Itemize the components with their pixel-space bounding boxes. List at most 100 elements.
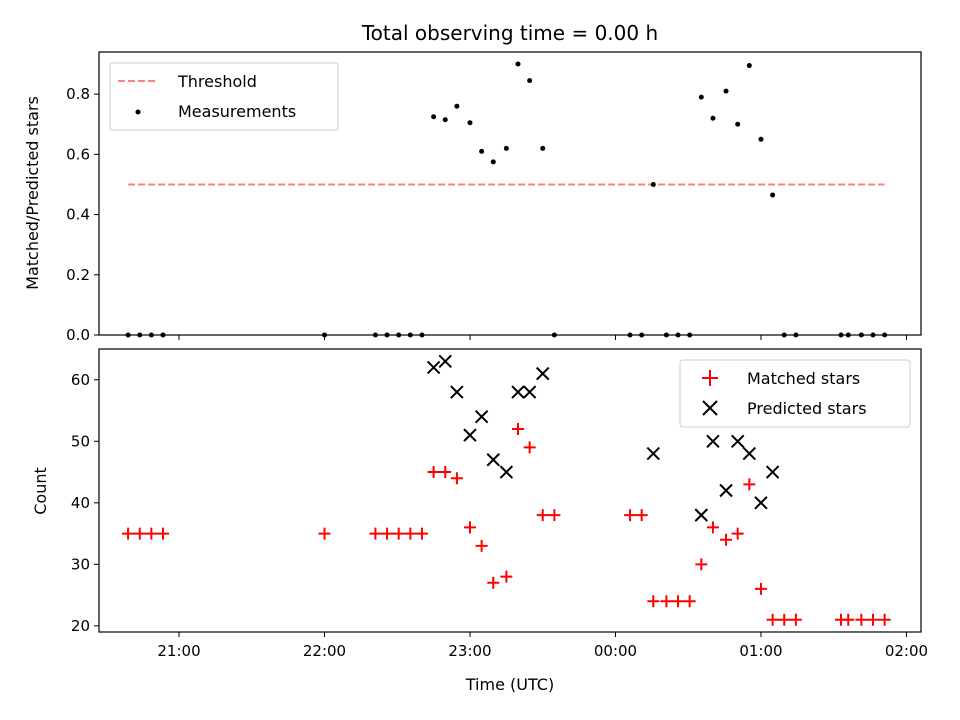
matched-star-point — [548, 509, 561, 522]
matched-star-point — [754, 582, 767, 595]
x-axis-label: Time (UTC) — [465, 675, 554, 694]
predicted-star-point — [742, 446, 757, 461]
measurement-point — [137, 332, 143, 338]
matched-star-point — [672, 595, 685, 608]
measurement-point — [515, 61, 521, 67]
bottom-ytick-label: 60 — [71, 371, 90, 389]
measurement-point — [490, 159, 496, 165]
bottom-ytick-label: 40 — [71, 494, 90, 512]
measurement-point — [503, 145, 509, 151]
top-ytick-label: 0.8 — [66, 85, 90, 103]
predicted-star-point — [474, 409, 489, 424]
legend-measurements-label: Measurements — [178, 102, 296, 121]
measurement-point — [551, 332, 557, 338]
matched-star-point — [145, 527, 158, 540]
matched-star-point — [695, 558, 708, 571]
predicted-star-point — [536, 366, 550, 381]
predicted-star-point — [646, 446, 661, 461]
legend-threshold-label: Threshold — [177, 72, 257, 91]
measurement-point — [870, 332, 876, 338]
matched-star-point — [439, 466, 452, 479]
measurement-point — [527, 78, 533, 84]
predicted-star-point — [438, 354, 452, 369]
matched-star-point — [706, 521, 719, 534]
top-ytick-label: 0.0 — [66, 326, 90, 344]
predicted-star-point — [450, 385, 464, 399]
matched-star-point — [133, 527, 146, 540]
bottom-ytick-label: 20 — [71, 617, 90, 635]
top-ytick-label: 0.2 — [66, 266, 90, 284]
matched-star-point — [427, 466, 440, 479]
bottom-xtick-label: 02:00 — [885, 642, 928, 660]
top-y-axis-label: Matched/Predicted stars — [23, 96, 42, 290]
bottom-xtick-label: 00:00 — [594, 642, 637, 660]
predicted-star-point — [694, 508, 709, 522]
predicted-star-point — [426, 360, 441, 375]
bottom-ytick-label: 50 — [71, 432, 90, 450]
matched-star-point — [866, 613, 879, 626]
matched-star-point — [475, 539, 488, 552]
measurement-point — [627, 332, 633, 338]
bottom-xtick-label: 01:00 — [739, 642, 782, 660]
matched-star-point — [855, 613, 868, 626]
measurement-point — [125, 332, 131, 338]
matched-star-point — [766, 613, 779, 626]
measurement-point — [148, 332, 154, 338]
matched-star-point — [369, 527, 382, 540]
top-plot-frame — [98, 51, 922, 336]
matched-star-point — [523, 441, 536, 454]
measurement-point — [663, 332, 669, 338]
bottom-xtick-label: 22:00 — [303, 642, 346, 660]
predicted-star-point — [719, 483, 733, 498]
matched-star-point — [463, 521, 476, 534]
measurement-point — [407, 332, 413, 338]
bottom-legend: Matched stars Predicted stars — [679, 359, 911, 428]
measurement-point — [758, 136, 764, 142]
matched-star-point — [381, 527, 394, 540]
matched-star-point — [450, 472, 463, 485]
measurement-point — [639, 332, 645, 338]
bottom-y-axis-label: Count — [31, 467, 50, 515]
predicted-star-point — [499, 465, 514, 479]
legend-matched-label: Matched stars — [747, 369, 860, 388]
legend-measurements-swatch — [135, 109, 141, 115]
measurement-point — [322, 332, 328, 338]
measurement-point — [419, 332, 425, 338]
measurement-point — [698, 94, 704, 100]
measurement-point — [442, 117, 448, 123]
bottom-plot-frame — [98, 348, 922, 633]
measurement-point — [396, 332, 402, 338]
matched-star-point — [683, 595, 696, 608]
matched-star-point — [500, 570, 513, 583]
measurement-point — [467, 120, 473, 126]
matched-star-point — [743, 478, 756, 491]
matched-star-point — [157, 527, 170, 540]
predicted-star-point — [463, 428, 477, 442]
measurement-point — [675, 332, 681, 338]
top-ytick-label: 0.4 — [66, 206, 90, 224]
measurement-point — [838, 332, 844, 338]
measurement-point — [650, 181, 656, 187]
matched-star-point — [789, 613, 802, 626]
matched-star-point — [404, 527, 417, 540]
measurement-point — [770, 192, 776, 198]
bottom-ytick-label: 30 — [71, 555, 90, 573]
matched-star-point — [392, 527, 405, 540]
legend-matched-swatch — [702, 370, 718, 386]
legend-predicted-swatch — [702, 400, 718, 416]
matched-star-point — [624, 509, 637, 522]
measurement-point — [781, 332, 787, 338]
measurement-point — [454, 103, 460, 109]
legend-predicted-label: Predicted stars — [747, 399, 867, 418]
matched-star-point — [512, 422, 525, 435]
matched-star-point — [536, 509, 549, 522]
measurement-point — [723, 88, 729, 94]
measurement-point — [710, 115, 716, 121]
matched-star-point — [842, 613, 855, 626]
measurement-point — [858, 332, 864, 338]
matched-star-point — [731, 527, 744, 540]
measurement-point — [384, 332, 390, 338]
measurement-point — [687, 332, 693, 338]
matched-star-point — [487, 576, 500, 589]
